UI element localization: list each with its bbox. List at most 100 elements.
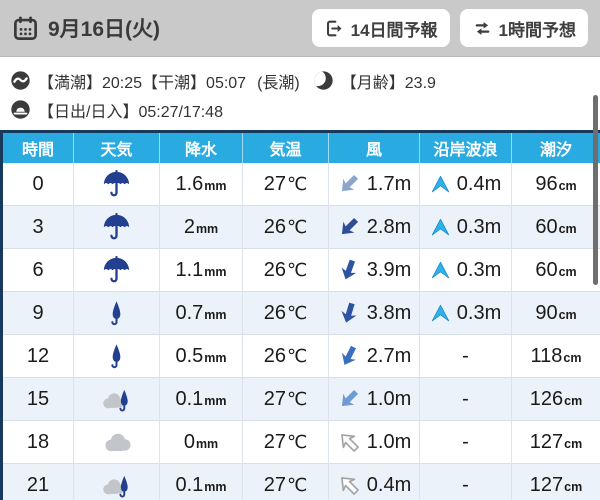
tide-cell: 118cm xyxy=(512,335,600,378)
wind-direction-arrow-icon xyxy=(341,302,357,323)
wave-cell: 0.3m xyxy=(420,249,512,292)
wind-cell: 1.0m xyxy=(329,378,420,421)
time-cell: 0 xyxy=(3,163,74,206)
table-row: 18 0mm 27℃ 1.0m - 127cm xyxy=(3,421,600,464)
precip-cell: 0.1mm xyxy=(160,378,243,421)
wave-cell: - xyxy=(420,378,512,421)
tide-value: 90cm xyxy=(535,301,577,324)
closed-umbrella-icon xyxy=(111,300,121,325)
wind-value: 3.9m xyxy=(366,258,412,281)
table-row: 21 0.1mm 27℃ 0.4m - 127cm xyxy=(3,464,600,500)
table-body: 0 1.6mm 27℃ 1.7m 0.4m 9 6 cm 3 2mm xyxy=(3,163,600,500)
precip-unit: mm xyxy=(204,264,227,279)
temp-unit: ℃ xyxy=(287,345,308,366)
precip-cell: 0.7mm xyxy=(160,292,243,335)
table-row: 15 0.1mm 27℃ 1.0m - 126cm xyxy=(3,378,600,421)
tide-value: 60cm xyxy=(535,215,577,238)
time-value: 12 xyxy=(26,344,50,367)
time-cell: 18 xyxy=(3,421,74,464)
swap-icon xyxy=(475,21,489,35)
precip-unit: mm xyxy=(195,436,219,451)
precip-cell: 1.6mm xyxy=(160,163,243,206)
temp-cell: 26℃ xyxy=(243,249,329,292)
wave-value: - xyxy=(462,387,469,410)
temp-unit: ℃ xyxy=(287,431,308,452)
wave-cell: - xyxy=(420,335,512,378)
wind-direction-arrow-icon xyxy=(341,174,358,192)
wave-value: 0.3m xyxy=(456,301,502,324)
tide-value: 127cm xyxy=(529,430,583,453)
wind-cell: 1.0m xyxy=(329,421,420,464)
wind-value: 3.8m xyxy=(366,301,412,324)
tide-cell: 60cm xyxy=(512,249,600,292)
tide-value: 60cm xyxy=(535,258,577,281)
moon-icon xyxy=(314,71,333,90)
wind-direction-arrow-icon xyxy=(340,434,359,452)
temp-value: 27℃ xyxy=(263,430,308,453)
wind-cell: 1.7m xyxy=(329,163,420,206)
precip-value: 0.1mm xyxy=(175,473,227,496)
wind-value: 0.4m xyxy=(366,473,412,496)
temp-value: 27℃ xyxy=(263,387,308,410)
weather-cell xyxy=(74,163,160,206)
forecast-14day-button[interactable]: 14日間予報 xyxy=(311,9,450,47)
tide-value: 127cm xyxy=(529,473,583,496)
time-value: 21 xyxy=(26,473,50,496)
precip-cell: 0mm xyxy=(160,421,243,464)
tide-unit: cm xyxy=(558,307,577,322)
open-umbrella-icon xyxy=(103,255,130,282)
time-value: 6 xyxy=(32,258,44,281)
header-time: 時間 xyxy=(3,133,74,163)
precip-unit: mm xyxy=(204,307,227,322)
precip-unit: mm xyxy=(195,221,219,236)
tide-cell: 60cm xyxy=(512,206,600,249)
wind-cell: 2.8m xyxy=(329,206,420,249)
wind-value: 1.0m xyxy=(366,430,412,453)
temp-unit: ℃ xyxy=(287,216,308,237)
temp-value: 26℃ xyxy=(263,344,308,367)
tide-unit: cm xyxy=(564,393,583,408)
temp-value: 27℃ xyxy=(263,473,308,496)
time-cell: 21 xyxy=(3,464,74,500)
precip-value: 0.5mm xyxy=(175,344,227,367)
table-row: 12 0.5mm 26℃ 2.7m - 118cm xyxy=(3,335,600,378)
wave-cell: 0.4m xyxy=(420,163,512,206)
time-value: 0 xyxy=(32,172,44,195)
tide-unit: cm xyxy=(558,221,577,236)
precip-value: 0.7mm xyxy=(175,301,227,324)
export-icon xyxy=(326,20,342,36)
table-header-row: 時間 天気 降水 気温 風 沿岸波浪 潮汐 xyxy=(3,133,600,163)
tide-cell: 126cm xyxy=(512,378,600,421)
wave-icon xyxy=(11,71,30,90)
tide-unit: cm xyxy=(563,350,582,365)
sun-info-line: 【日出/日入】05:27/17:48 xyxy=(10,95,590,124)
cloud-closed-umbrella-icon xyxy=(102,389,128,411)
precip-unit: mm xyxy=(204,479,227,494)
header-precip: 降水 xyxy=(160,133,243,163)
time-cell: 3 xyxy=(3,206,74,249)
time-value: 18 xyxy=(26,430,50,453)
wave-value: - xyxy=(462,344,469,367)
wind-cell: 2.7m xyxy=(329,335,420,378)
precip-value: 0.1mm xyxy=(175,387,227,410)
closed-umbrella-icon xyxy=(111,343,121,368)
tide-value: 126cm xyxy=(529,387,583,410)
forecast-1hour-button[interactable]: 1時間予想 xyxy=(459,9,588,47)
wave-cell: - xyxy=(420,421,512,464)
table-row: 6 1.1mm 26℃ 3.9m 0.3m 60cm xyxy=(3,249,600,292)
weather-cell xyxy=(74,335,160,378)
tide-unit: cm xyxy=(564,436,583,451)
wave-value: - xyxy=(462,473,469,496)
precip-value: 0mm xyxy=(183,430,219,453)
time-cell: 9 xyxy=(3,292,74,335)
temp-unit: ℃ xyxy=(287,388,308,409)
tide-times-text: 【満潮】20:25【干潮】05:07 xyxy=(38,74,247,92)
wave-height-arrow-icon xyxy=(431,304,449,321)
date-display: 9月16日(火) xyxy=(12,13,160,43)
topbar-buttons: 14日間予報 1時間予想 xyxy=(311,9,588,47)
temp-cell: 26℃ xyxy=(243,206,329,249)
scrollbar-thumb[interactable] xyxy=(593,95,598,285)
temp-cell: 26℃ xyxy=(243,292,329,335)
precip-cell: 2mm xyxy=(160,206,243,249)
open-umbrella-icon xyxy=(103,169,130,196)
